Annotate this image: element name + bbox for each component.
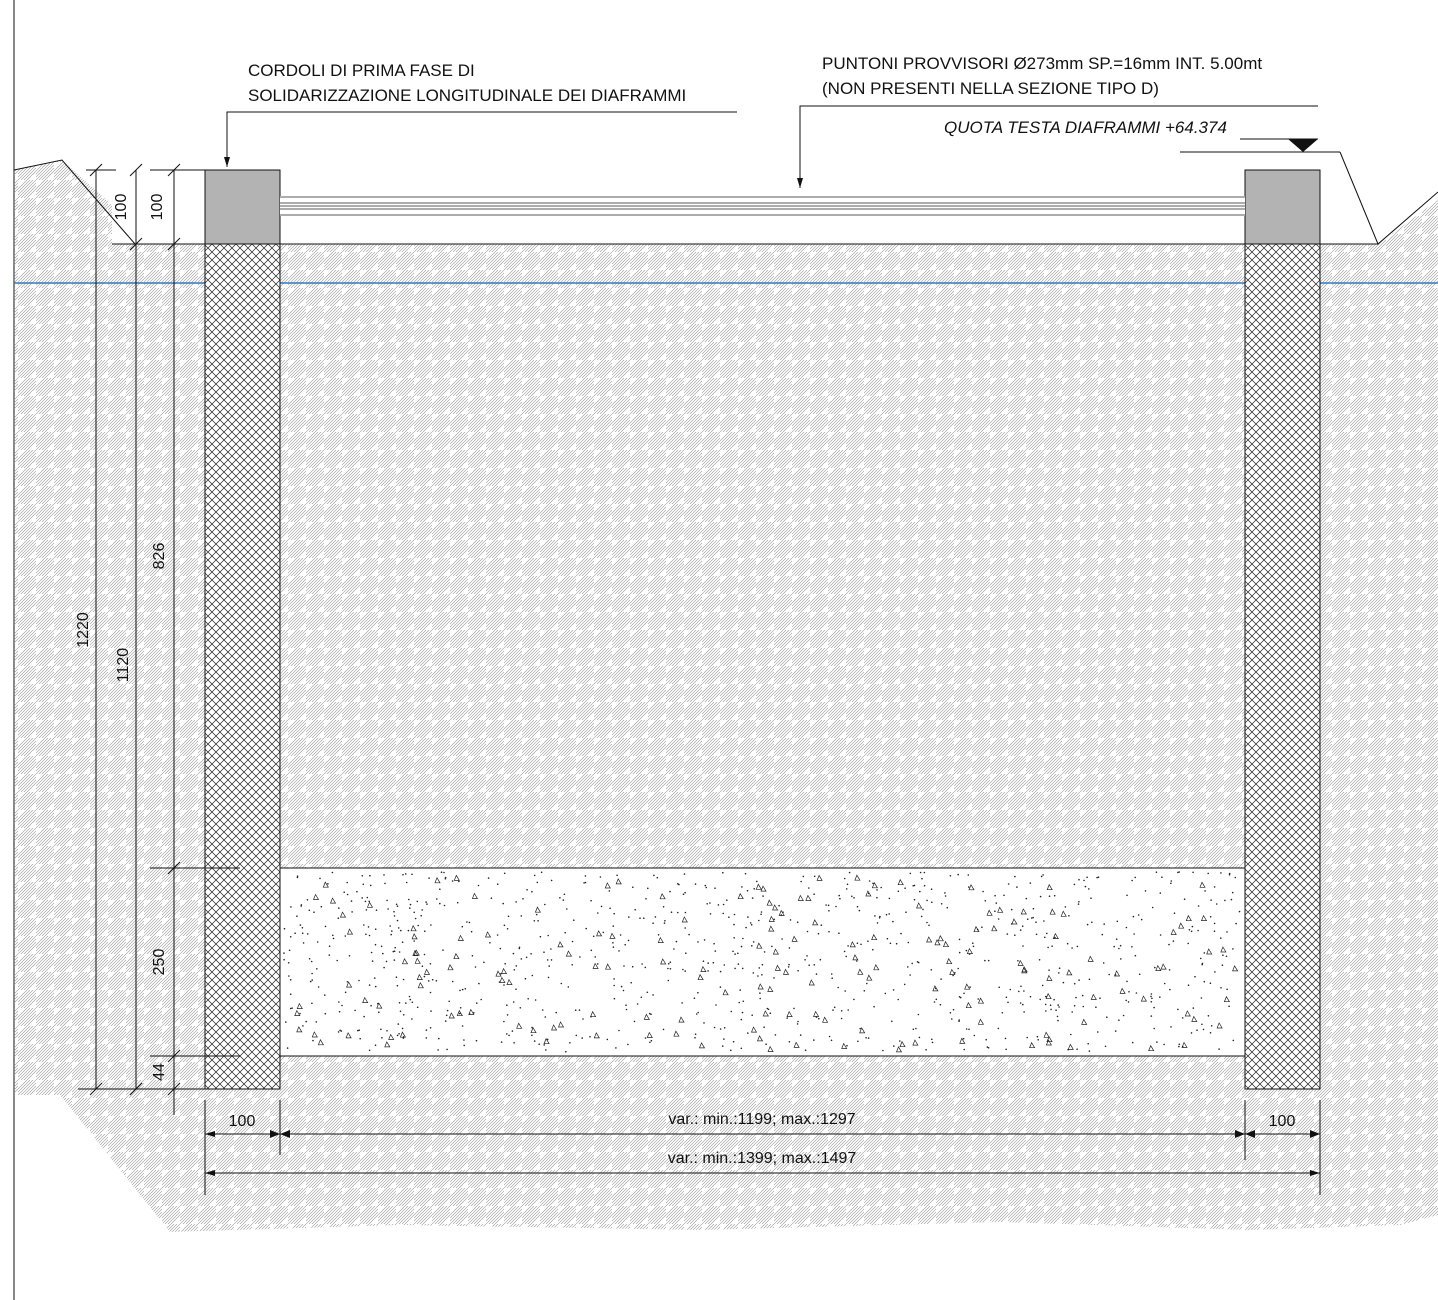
quota-label: QUOTA TESTA DIAFRAMMI +64.374 [944,118,1227,137]
cordoli-note-line1: CORDOLI DI PRIMA FASE DI [248,61,475,80]
dim-outer-width: var.: min.:1399; max.:1497 [668,1150,857,1167]
dim-wall-right-100: 100 [1269,1113,1296,1130]
capping-beam-left [204,169,281,245]
cordoli-note-line2: SOLIDARIZZAZIONE LONGITUDINALE DEI DIAFR… [248,86,686,105]
diaphragm-wall-right [1244,243,1321,1090]
dim-left-100-b: 100 [149,194,166,221]
dim-inner-width: var.: min.:1199; max.:1297 [668,1111,855,1128]
ground-profile-left [13,159,136,245]
puntoni-leader [797,105,1318,188]
puntoni-note-line1: PUNTONI PROVVISORI Ø273mm SP.=16mm INT. … [822,54,1262,73]
dim-total-1220: 1220 [75,612,92,648]
cordoli-leader [224,111,737,167]
dim-wall-left-100: 100 [229,1113,256,1130]
dim-bottom-44: 44 [151,1063,168,1081]
horizontal-dimensions [204,1100,1321,1195]
level-marker-icon [1288,139,1318,152]
temporary-strut [280,196,1245,216]
capping-beam-right [1244,169,1321,245]
concrete-plug-aggregate [283,871,1241,1053]
dim-plug-250: 250 [151,949,168,976]
vertical-dimensions [78,163,240,1115]
diaphragm-wall-left [204,243,281,1090]
dim-left-100-a: 100 [113,194,130,221]
dim-excavation-826: 826 [151,543,168,570]
dim-depth-1120: 1120 [115,648,132,683]
puntoni-note-line2: (NON PRESENTI NELLA SEZIONE TIPO D) [822,79,1159,98]
